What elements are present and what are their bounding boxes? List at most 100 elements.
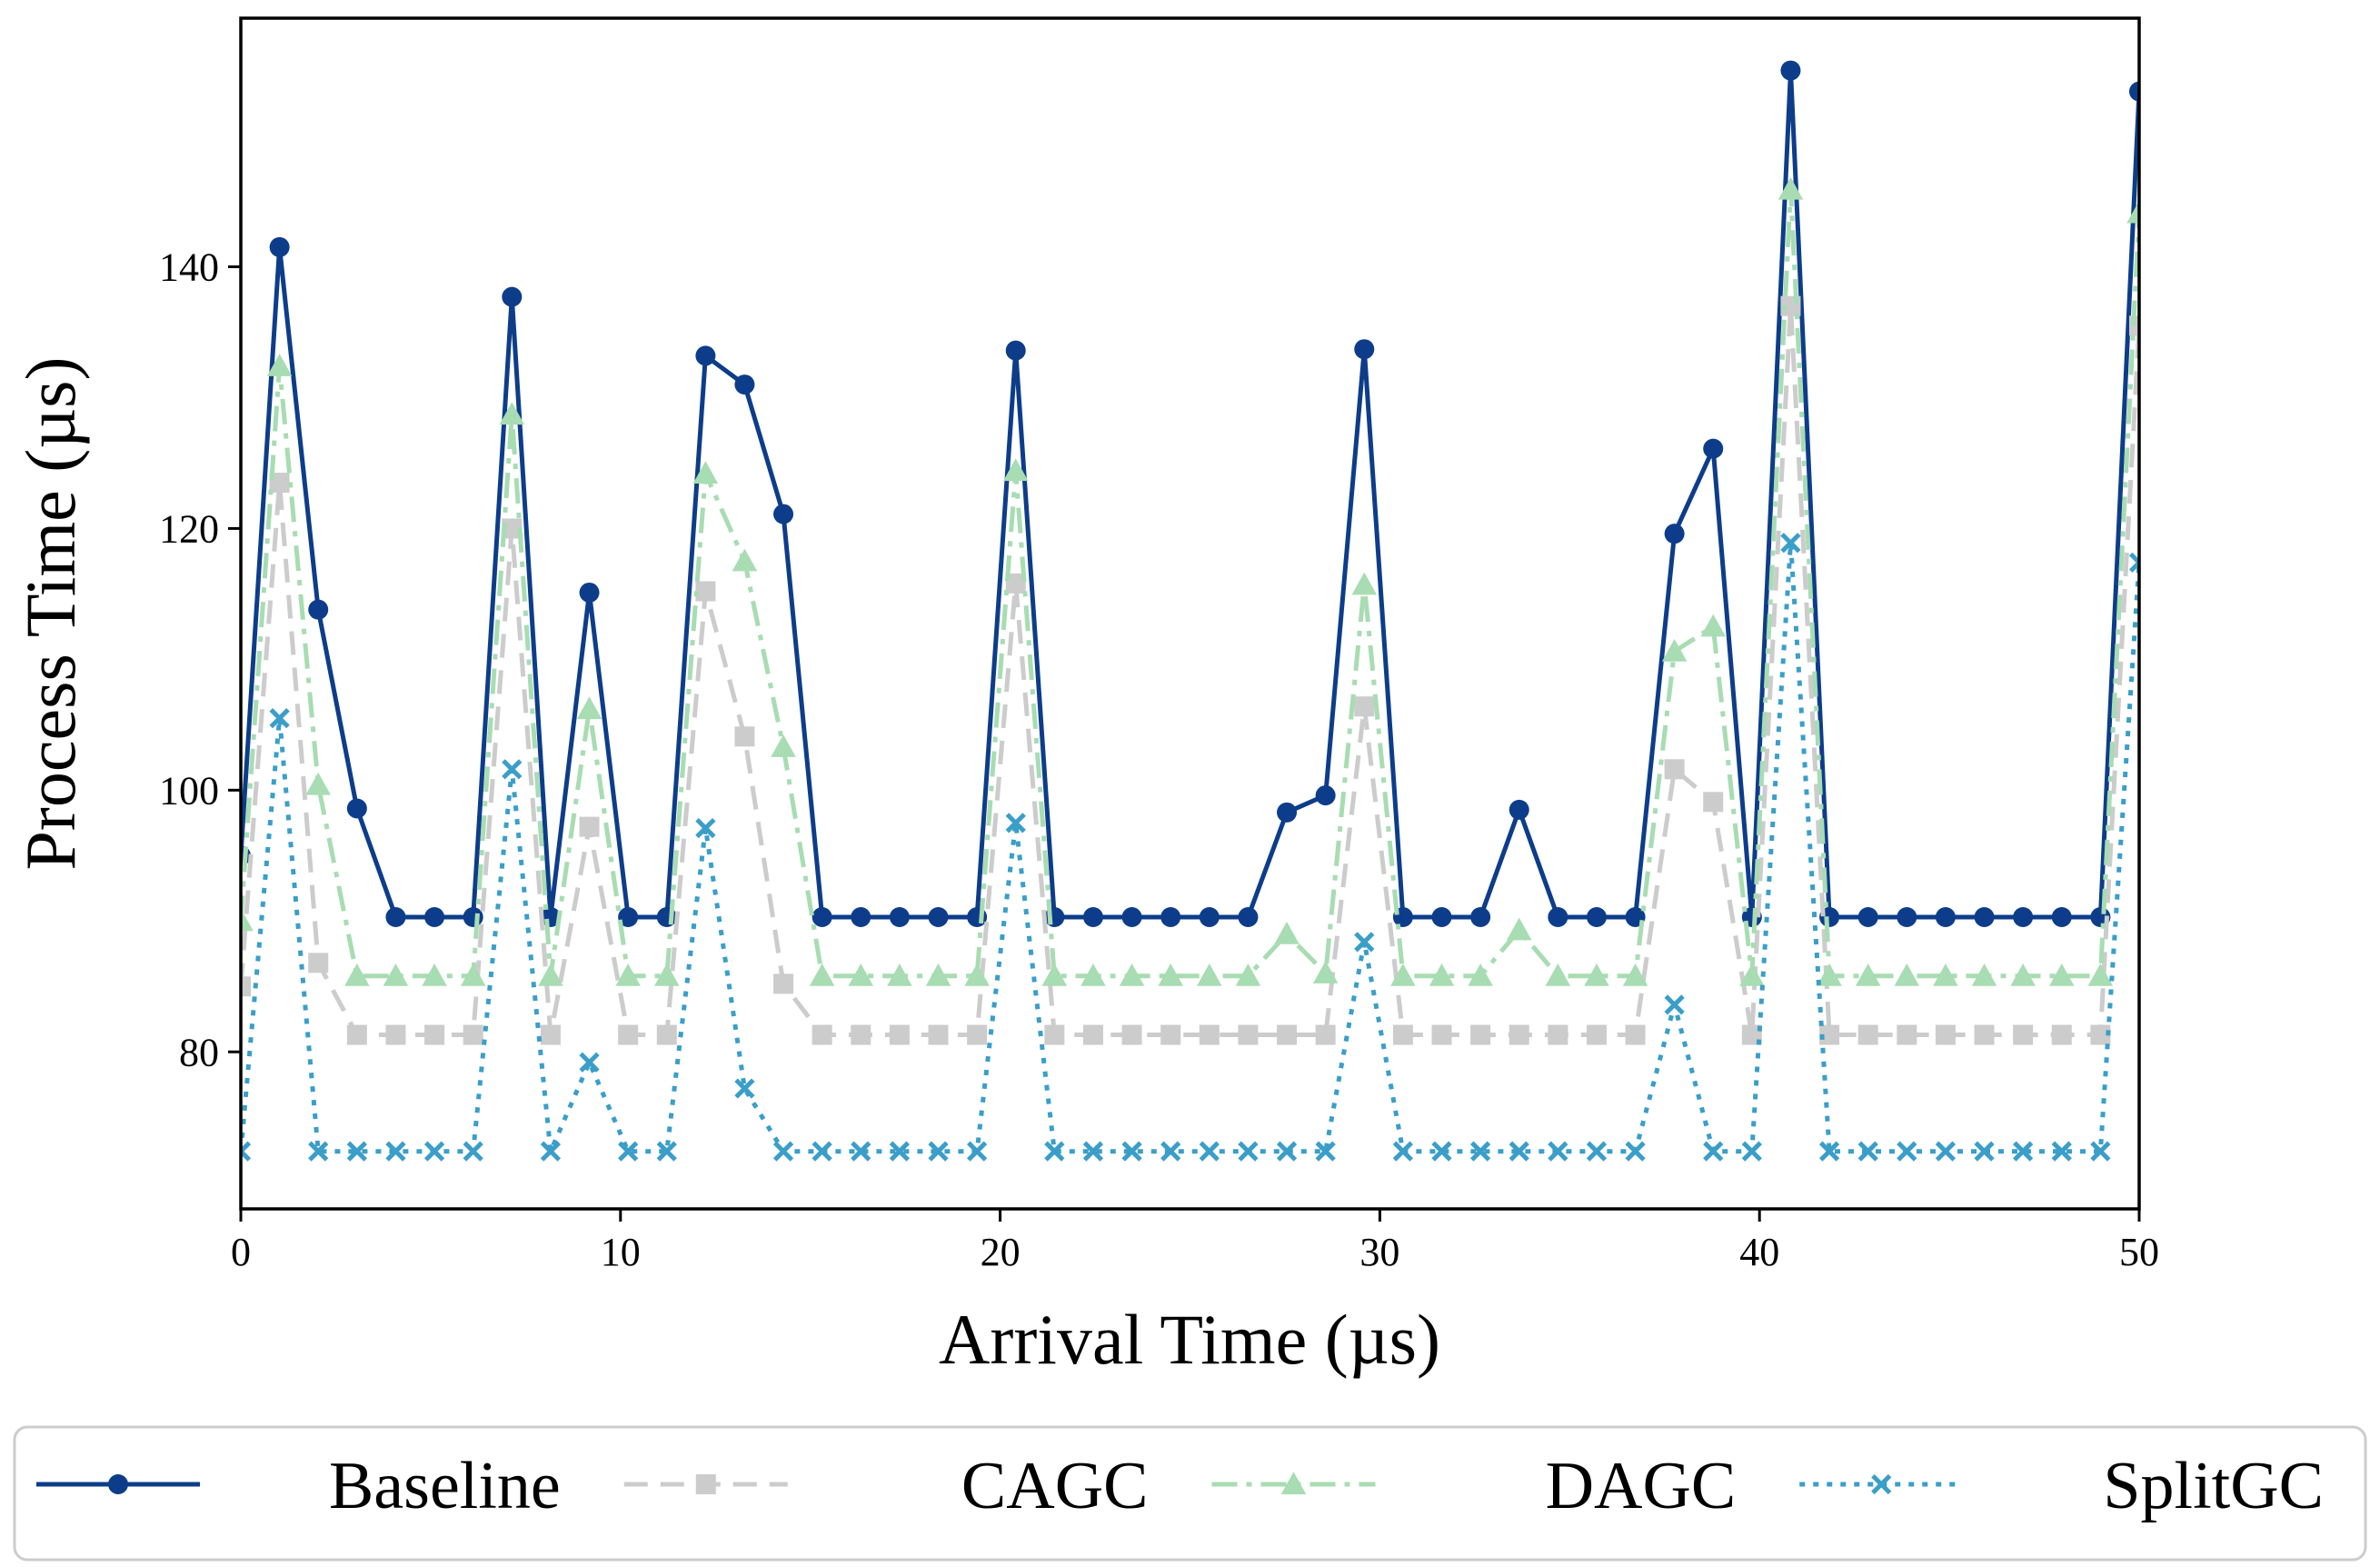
data-point-splitgc: [1548, 1141, 1568, 1162]
data-point-cagc: [1005, 573, 1026, 594]
data-point-splitgc: [734, 1078, 755, 1099]
data-point-dagc: [615, 963, 641, 986]
data-point-dagc: [1971, 963, 1997, 986]
data-point-dagc: [654, 963, 680, 986]
data-point-dagc: [1700, 614, 1726, 637]
data-point-baseline: [1431, 906, 1452, 927]
data-point-splitgc: [346, 1141, 367, 1162]
data-point-splitgc: [1238, 1141, 1259, 1162]
data-point-splitgc: [423, 1141, 445, 1162]
y-axis: 80 100 120 140: [159, 245, 241, 1074]
data-point-dagc: [964, 963, 990, 986]
data-point-baseline: [2013, 906, 2034, 927]
data-point-dagc: [1235, 963, 1261, 986]
data-point-splitgc: [1509, 1141, 1529, 1162]
data-point-cagc: [851, 1024, 871, 1045]
data-point-splitgc: [579, 1052, 600, 1073]
data-point-cagc: [1277, 1024, 1298, 1045]
data-point-cagc: [540, 1024, 561, 1045]
data-point-dagc: [1429, 963, 1455, 986]
data-point-dagc: [1351, 572, 1378, 595]
data-point-baseline: [1974, 906, 1995, 927]
x-tick-label: 40: [1739, 1230, 1779, 1274]
data-point-dagc: [848, 963, 874, 986]
data-point-cagc: [1509, 1024, 1529, 1045]
data-point-splitgc: [928, 1141, 949, 1162]
data-point-cagc: [346, 1024, 367, 1045]
data-point-baseline: [269, 236, 290, 257]
legend-marker-cagc: [695, 1474, 716, 1494]
data-point-splitgc: [1044, 1141, 1065, 1162]
data-point-baseline: [1780, 60, 1801, 81]
data-point-baseline: [1121, 906, 1142, 927]
data-point-dagc: [1080, 963, 1106, 986]
data-point-splitgc: [502, 759, 523, 780]
data-point-cagc: [812, 1024, 832, 1045]
data-point-dagc: [460, 963, 486, 986]
y-axis-label: Process Time (µs): [11, 356, 90, 870]
data-point-baseline: [579, 582, 600, 603]
data-point-cagc: [928, 1024, 949, 1045]
data-point-baseline: [812, 906, 832, 927]
data-point-cagc: [2013, 1024, 2034, 1045]
data-point-dagc: [1041, 963, 1068, 986]
data-point-baseline: [1703, 438, 1724, 459]
data-point-cagc: [618, 1024, 639, 1045]
data-point-dagc: [538, 963, 563, 986]
data-point-cagc: [1238, 1024, 1259, 1045]
data-point-baseline: [308, 599, 329, 620]
y-tick-label: 140: [159, 245, 219, 290]
data-point-baseline: [1857, 906, 1878, 927]
data-point-cagc: [1160, 1024, 1181, 1045]
x-tick-label: 0: [231, 1230, 251, 1274]
data-point-splitgc: [308, 1141, 329, 1162]
data-point-dagc: [2126, 200, 2139, 224]
series-line-baseline: [241, 68, 2139, 920]
legend-item-dagc: DAGC: [1211, 1449, 1737, 1523]
legend-label-splitgc: SplitGC: [2103, 1449, 2324, 1523]
data-point-splitgc: [1818, 1141, 1840, 1162]
data-point-dagc: [925, 963, 951, 986]
data-point-cagc: [1392, 1024, 1413, 1045]
data-point-baseline: [502, 286, 523, 307]
data-point-splitgc: [2051, 1141, 2072, 1162]
data-point-splitgc: [2090, 1141, 2111, 1162]
data-point-splitgc: [1199, 1141, 1220, 1162]
data-point-splitgc: [1625, 1141, 1646, 1162]
x-tick-label: 10: [601, 1230, 641, 1274]
legend: Baseline CAGC DAGC SplitGC: [36, 1449, 2324, 1523]
data-point-baseline: [1509, 799, 1529, 820]
legend-item-baseline: Baseline: [36, 1449, 561, 1523]
data-point-splitgc: [1703, 1141, 1724, 1162]
data-point-dagc: [499, 402, 525, 425]
data-point-dagc: [771, 734, 796, 757]
series-dagc: [241, 176, 2139, 986]
data-point-splitgc: [1586, 1141, 1608, 1162]
data-point-baseline: [773, 504, 794, 524]
data-point-splitgc: [851, 1141, 871, 1162]
data-point-splitgc: [540, 1141, 562, 1162]
data-point-splitgc: [2013, 1141, 2034, 1162]
data-point-splitgc: [1276, 1141, 1298, 1162]
data-point-baseline: [2129, 81, 2139, 102]
data-point-splitgc: [1470, 1141, 1491, 1162]
data-point-baseline: [889, 906, 910, 927]
data-point-splitgc: [1315, 1141, 1336, 1162]
x-tick-label: 30: [1359, 1230, 1399, 1274]
data-point-baseline: [618, 906, 639, 927]
data-point-baseline: [1935, 906, 1956, 927]
series-line-splitgc: [241, 540, 2139, 1154]
legend-frame: [13, 1425, 2367, 1562]
data-point-splitgc: [1392, 1141, 1414, 1162]
data-point-cagc: [1819, 1024, 1840, 1045]
legend-label-dagc: DAGC: [1546, 1449, 1737, 1523]
data-point-dagc: [1002, 458, 1029, 482]
data-point-cagc: [2090, 1024, 2111, 1045]
data-point-cagc: [889, 1024, 910, 1045]
data-point-dagc: [1312, 961, 1339, 983]
data-point-dagc: [241, 908, 254, 932]
data-point-dagc: [1817, 963, 1842, 986]
data-point-baseline: [1199, 906, 1220, 927]
data-point-dagc: [1933, 963, 1958, 986]
